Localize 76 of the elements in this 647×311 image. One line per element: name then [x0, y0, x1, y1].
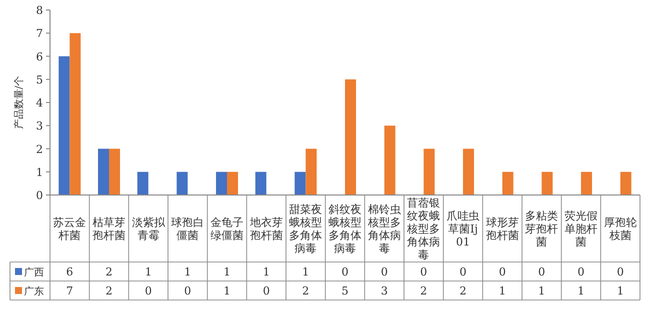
x-tick-label: 淡紫拟青霉 — [132, 216, 166, 242]
bar — [176, 172, 188, 195]
x-tick-label: 厚孢轮枝菌 — [604, 216, 637, 242]
x-tick-label: 枯草芽孢杆菌 — [92, 216, 126, 242]
data-label: 1 — [498, 284, 506, 298]
data-label: 0 — [144, 284, 152, 298]
bar — [109, 148, 120, 195]
y-tick-label: 7 — [36, 27, 43, 40]
x-tick-label: 爪哇虫草菌Ij01 — [446, 210, 480, 248]
data-label: 1 — [144, 266, 152, 278]
data-label: 1 — [262, 266, 270, 278]
data-label: 0 — [380, 266, 388, 278]
data-label: 1 — [302, 266, 310, 278]
data-label: 2 — [302, 284, 310, 298]
x-tick-label: 苏云金杆菌 — [53, 216, 86, 242]
y-tick-label: 3 — [36, 120, 43, 133]
x-tick-label: 球形芽孢杆菌 — [486, 216, 519, 242]
data-label: 3 — [380, 284, 388, 298]
data-label: 0 — [420, 266, 428, 278]
data-label: 0 — [184, 284, 192, 298]
bar — [306, 148, 317, 195]
x-tick-label: 荧光假单胞杆菌 — [564, 210, 598, 248]
data-label: 7 — [66, 284, 74, 298]
x-tick-label: 苜蓿银纹夜蛾核型多角体病毒 — [406, 196, 440, 262]
data-label: 0 — [498, 266, 506, 278]
x-tick-label: 地衣芽孢杆菌 — [248, 216, 283, 242]
y-tick-label: 2 — [36, 142, 43, 156]
bar — [424, 148, 435, 195]
x-tick-label: 多粘类芽孢杆菌 — [525, 210, 558, 248]
bar — [542, 172, 553, 195]
bar — [216, 172, 227, 195]
bar — [294, 172, 306, 195]
data-label: 0 — [262, 284, 270, 298]
x-tick-label: 斜纹夜蛾核型多角体病毒 — [328, 203, 362, 255]
y-tick-label: 1 — [36, 166, 43, 179]
data-label: 1 — [224, 284, 230, 298]
bar — [137, 172, 148, 195]
bar — [620, 172, 632, 195]
data-label: 0 — [578, 266, 584, 278]
data-label: 0 — [616, 266, 624, 278]
data-label: 0 — [460, 266, 466, 278]
x-tick-label: 甜菜夜蛾核型多角体病毒 — [289, 203, 322, 255]
data-label: 1 — [578, 284, 584, 298]
legend-label: 广东 — [24, 286, 44, 298]
bar — [502, 172, 514, 195]
data-label: 1 — [538, 284, 546, 298]
data-label: 2 — [460, 284, 466, 298]
legend-label: 广西 — [24, 266, 44, 278]
y-tick-label: 6 — [36, 50, 43, 64]
y-tick-label: 8 — [36, 4, 43, 17]
bar — [227, 172, 238, 195]
bar — [384, 126, 396, 195]
data-label: 2 — [106, 266, 112, 278]
bar — [70, 33, 81, 195]
bar — [581, 172, 592, 195]
bar — [255, 172, 266, 195]
data-label: 0 — [342, 266, 348, 278]
y-axis-title: 产品数量/个 — [13, 76, 25, 130]
data-label: 5 — [342, 284, 348, 298]
bar — [463, 148, 474, 195]
x-tick-label: 金龟子绿僵菌 — [210, 216, 244, 242]
x-tick-label: 球孢白僵菌 — [171, 216, 204, 242]
data-label: 1 — [224, 266, 230, 278]
data-label: 1 — [184, 266, 192, 278]
data-label: 0 — [538, 266, 546, 278]
y-tick-label: 0 — [36, 189, 43, 202]
bar — [98, 148, 109, 195]
y-tick-label: 4 — [36, 96, 43, 110]
bar — [345, 79, 356, 195]
bar — [58, 56, 70, 195]
y-tick-label: 5 — [36, 73, 43, 86]
x-tick-label: 棉铃虫核型多角体病毒 — [366, 203, 401, 255]
data-label: 2 — [106, 284, 112, 298]
data-label: 6 — [66, 266, 74, 278]
data-label: 2 — [420, 284, 428, 298]
data-label: 1 — [616, 284, 624, 298]
